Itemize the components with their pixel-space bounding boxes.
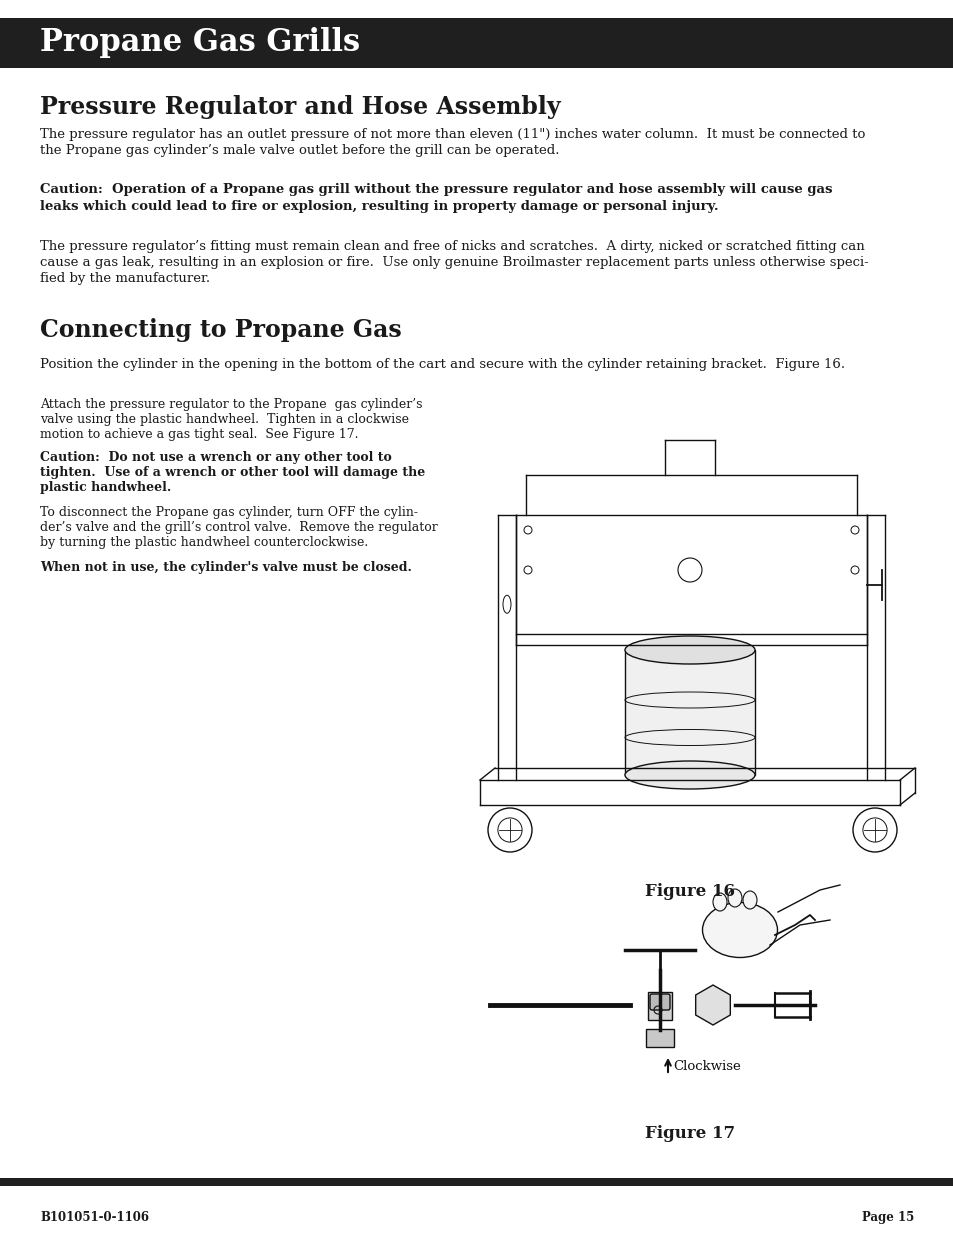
Text: Clockwise: Clockwise	[672, 1060, 740, 1073]
Text: Figure 17: Figure 17	[644, 1125, 735, 1142]
FancyBboxPatch shape	[649, 994, 669, 1010]
Text: Attach the pressure regulator to the Propane  gas cylinder’s: Attach the pressure regulator to the Pro…	[40, 398, 422, 411]
Bar	[645, 1029, 673, 1047]
Text: leaks which could lead to fire or explosion, resulting in property damage or per: leaks which could lead to fire or explos…	[40, 200, 718, 212]
Text: Connecting to Propane Gas: Connecting to Propane Gas	[40, 317, 401, 342]
Text: by turning the plastic handwheel counterclockwise.: by turning the plastic handwheel counter…	[40, 536, 368, 550]
Text: Pressure Regulator and Hose Assembly: Pressure Regulator and Hose Assembly	[40, 95, 560, 119]
Bar	[647, 992, 671, 1020]
Text: The pressure regulator’s fitting must remain clean and free of nicks and scratch: The pressure regulator’s fitting must re…	[40, 240, 863, 253]
Bar	[624, 650, 754, 776]
Text: Figure 16: Figure 16	[644, 883, 734, 900]
Text: fied by the manufacturer.: fied by the manufacturer.	[40, 272, 210, 285]
Text: valve using the plastic handwheel.  Tighten in a clockwise: valve using the plastic handwheel. Tight…	[40, 412, 409, 426]
Text: plastic handwheel.: plastic handwheel.	[40, 480, 172, 494]
Text: The pressure regulator has an outlet pressure of not more than eleven (11") inch: The pressure regulator has an outlet pre…	[40, 128, 864, 141]
Text: tighten.  Use of a wrench or other tool will damage the: tighten. Use of a wrench or other tool w…	[40, 466, 425, 479]
Text: the Propane gas cylinder’s male valve outlet before the grill can be operated.: the Propane gas cylinder’s male valve ou…	[40, 144, 558, 157]
Ellipse shape	[742, 890, 757, 909]
Ellipse shape	[712, 893, 726, 911]
Text: Caution:  Operation of a Propane gas grill without the pressure regulator and ho: Caution: Operation of a Propane gas gril…	[40, 183, 832, 196]
Ellipse shape	[727, 889, 741, 906]
Text: motion to achieve a gas tight seal.  See Figure 17.: motion to achieve a gas tight seal. See …	[40, 429, 358, 441]
Ellipse shape	[624, 761, 754, 789]
Text: To disconnect the Propane gas cylinder, turn OFF the cylin-: To disconnect the Propane gas cylinder, …	[40, 506, 417, 519]
Ellipse shape	[624, 636, 754, 664]
Text: Caution:  Do not use a wrench or any other tool to: Caution: Do not use a wrench or any othe…	[40, 451, 392, 464]
Ellipse shape	[502, 595, 511, 614]
Text: Page 15: Page 15	[861, 1212, 913, 1224]
Bar	[459, 385, 919, 855]
Bar	[0, 1178, 953, 1186]
Text: B101051-0-1106: B101051-0-1106	[40, 1212, 149, 1224]
Text: Position the cylinder in the opening in the bottom of the cart and secure with t: Position the cylinder in the opening in …	[40, 358, 844, 370]
Ellipse shape	[701, 903, 777, 957]
Text: Propane Gas Grills: Propane Gas Grills	[40, 27, 359, 58]
Text: der’s valve and the grill’s control valve.  Remove the regulator: der’s valve and the grill’s control valv…	[40, 521, 437, 534]
Text: When not in use, the cylinder's valve must be closed.: When not in use, the cylinder's valve mu…	[40, 561, 412, 574]
Bar	[0, 19, 953, 68]
Text: cause a gas leak, resulting in an explosion or fire.  Use only genuine Broilmast: cause a gas leak, resulting in an explos…	[40, 256, 868, 269]
